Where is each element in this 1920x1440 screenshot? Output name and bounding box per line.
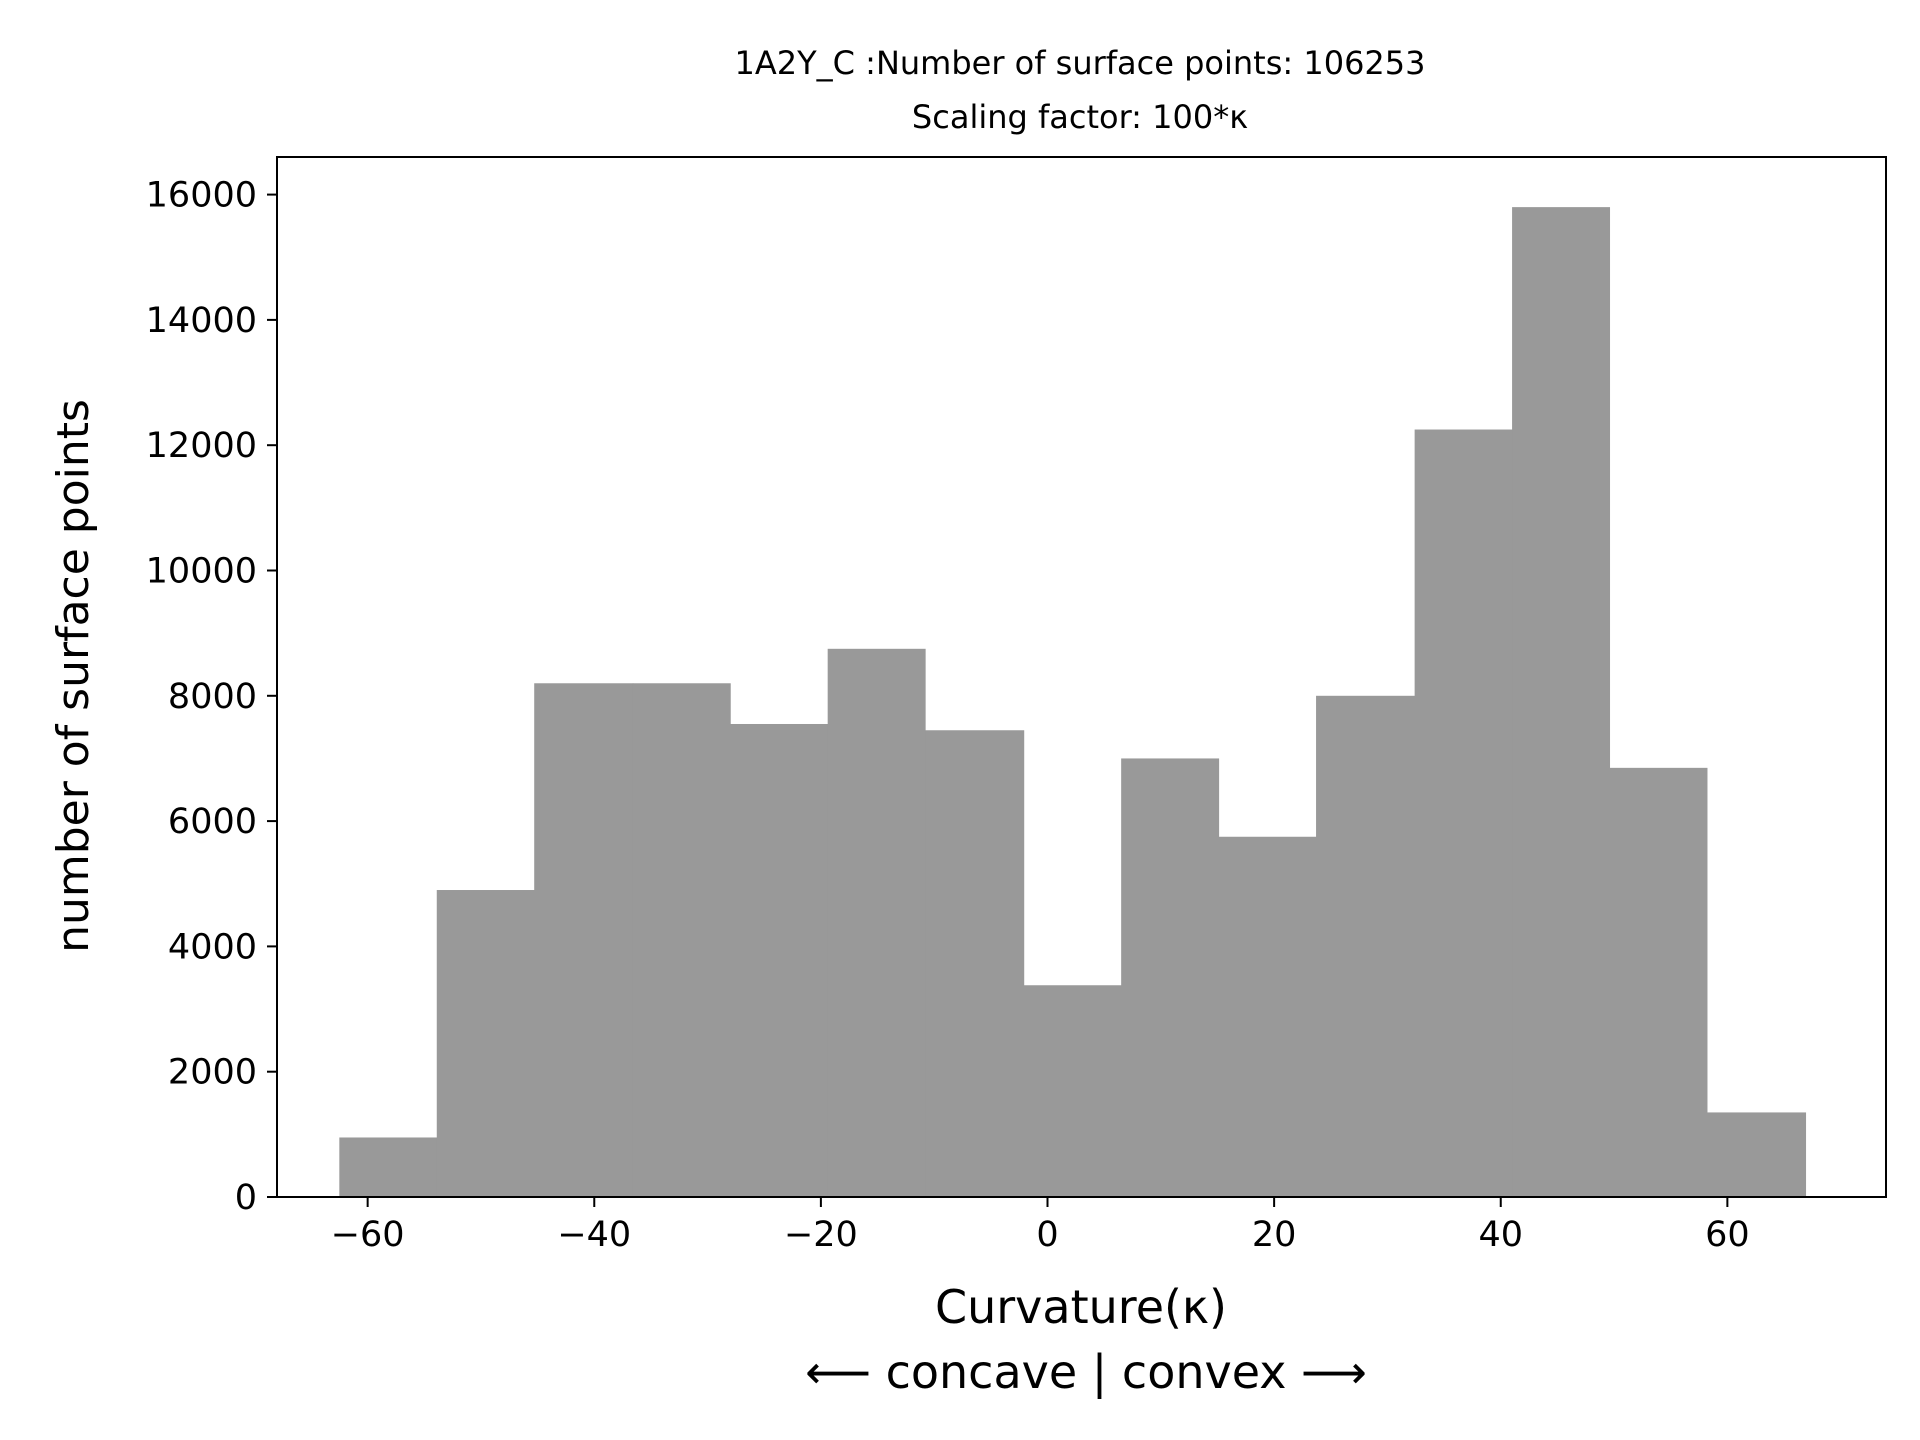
- histogram-bars: [339, 207, 1807, 1197]
- chart-subtitle: Scaling factor: 100*κ: [912, 98, 1248, 136]
- histogram-bar: [925, 730, 1025, 1197]
- histogram-bar: [1023, 985, 1122, 1197]
- chart-title: 1A2Y_C :Number of surface points: 106253: [734, 44, 1425, 82]
- y-axis-ticks: 0 2000 4000 6000 8000 10000 12000 14000 16000: [146, 176, 277, 1218]
- x-axis-ticks: −60 −40 −20 0 20 40 60: [331, 1197, 1750, 1255]
- histogram-bar: [1609, 767, 1708, 1197]
- histogram-bar: [1218, 836, 1317, 1197]
- y-tick-label: 2000: [168, 1053, 257, 1093]
- histogram-bar: [1316, 695, 1416, 1197]
- histogram-bar: [730, 723, 829, 1197]
- histogram-bar: [1121, 758, 1220, 1197]
- histogram-bar: [1414, 429, 1513, 1197]
- x-axis-direction-label: ⟵ concave | convex ⟶: [805, 1345, 1367, 1400]
- x-tick-label: 60: [1705, 1215, 1750, 1255]
- plot-frame: [276, 156, 1887, 1198]
- x-tick-label: 40: [1478, 1215, 1523, 1255]
- histogram-bar: [534, 683, 634, 1197]
- x-tick-label: −40: [557, 1215, 631, 1255]
- y-axis-label: number of surface points: [48, 399, 99, 953]
- histogram-bar: [632, 683, 731, 1197]
- y-tick-label: 4000: [168, 927, 257, 967]
- y-tick-label: 0: [235, 1178, 257, 1218]
- histogram-bar: [827, 648, 926, 1197]
- y-tick-label: 12000: [146, 426, 257, 466]
- x-tick-label: −20: [784, 1215, 858, 1255]
- histogram-bar: [339, 1137, 438, 1197]
- histogram-bar: [1512, 207, 1611, 1197]
- x-axis-label: Curvature(κ): [935, 1280, 1227, 1334]
- y-tick-label: 10000: [146, 551, 257, 591]
- y-tick-label: 8000: [168, 677, 257, 717]
- x-tick-label: 20: [1252, 1215, 1297, 1255]
- histogram-bar: [436, 890, 535, 1197]
- histogram-bar: [1706, 1112, 1807, 1197]
- y-tick-label: 16000: [146, 176, 257, 216]
- x-tick-label: 0: [1036, 1215, 1058, 1255]
- x-tick-label: −60: [331, 1215, 405, 1255]
- y-tick-label: 6000: [168, 802, 257, 842]
- y-tick-label: 14000: [146, 301, 257, 341]
